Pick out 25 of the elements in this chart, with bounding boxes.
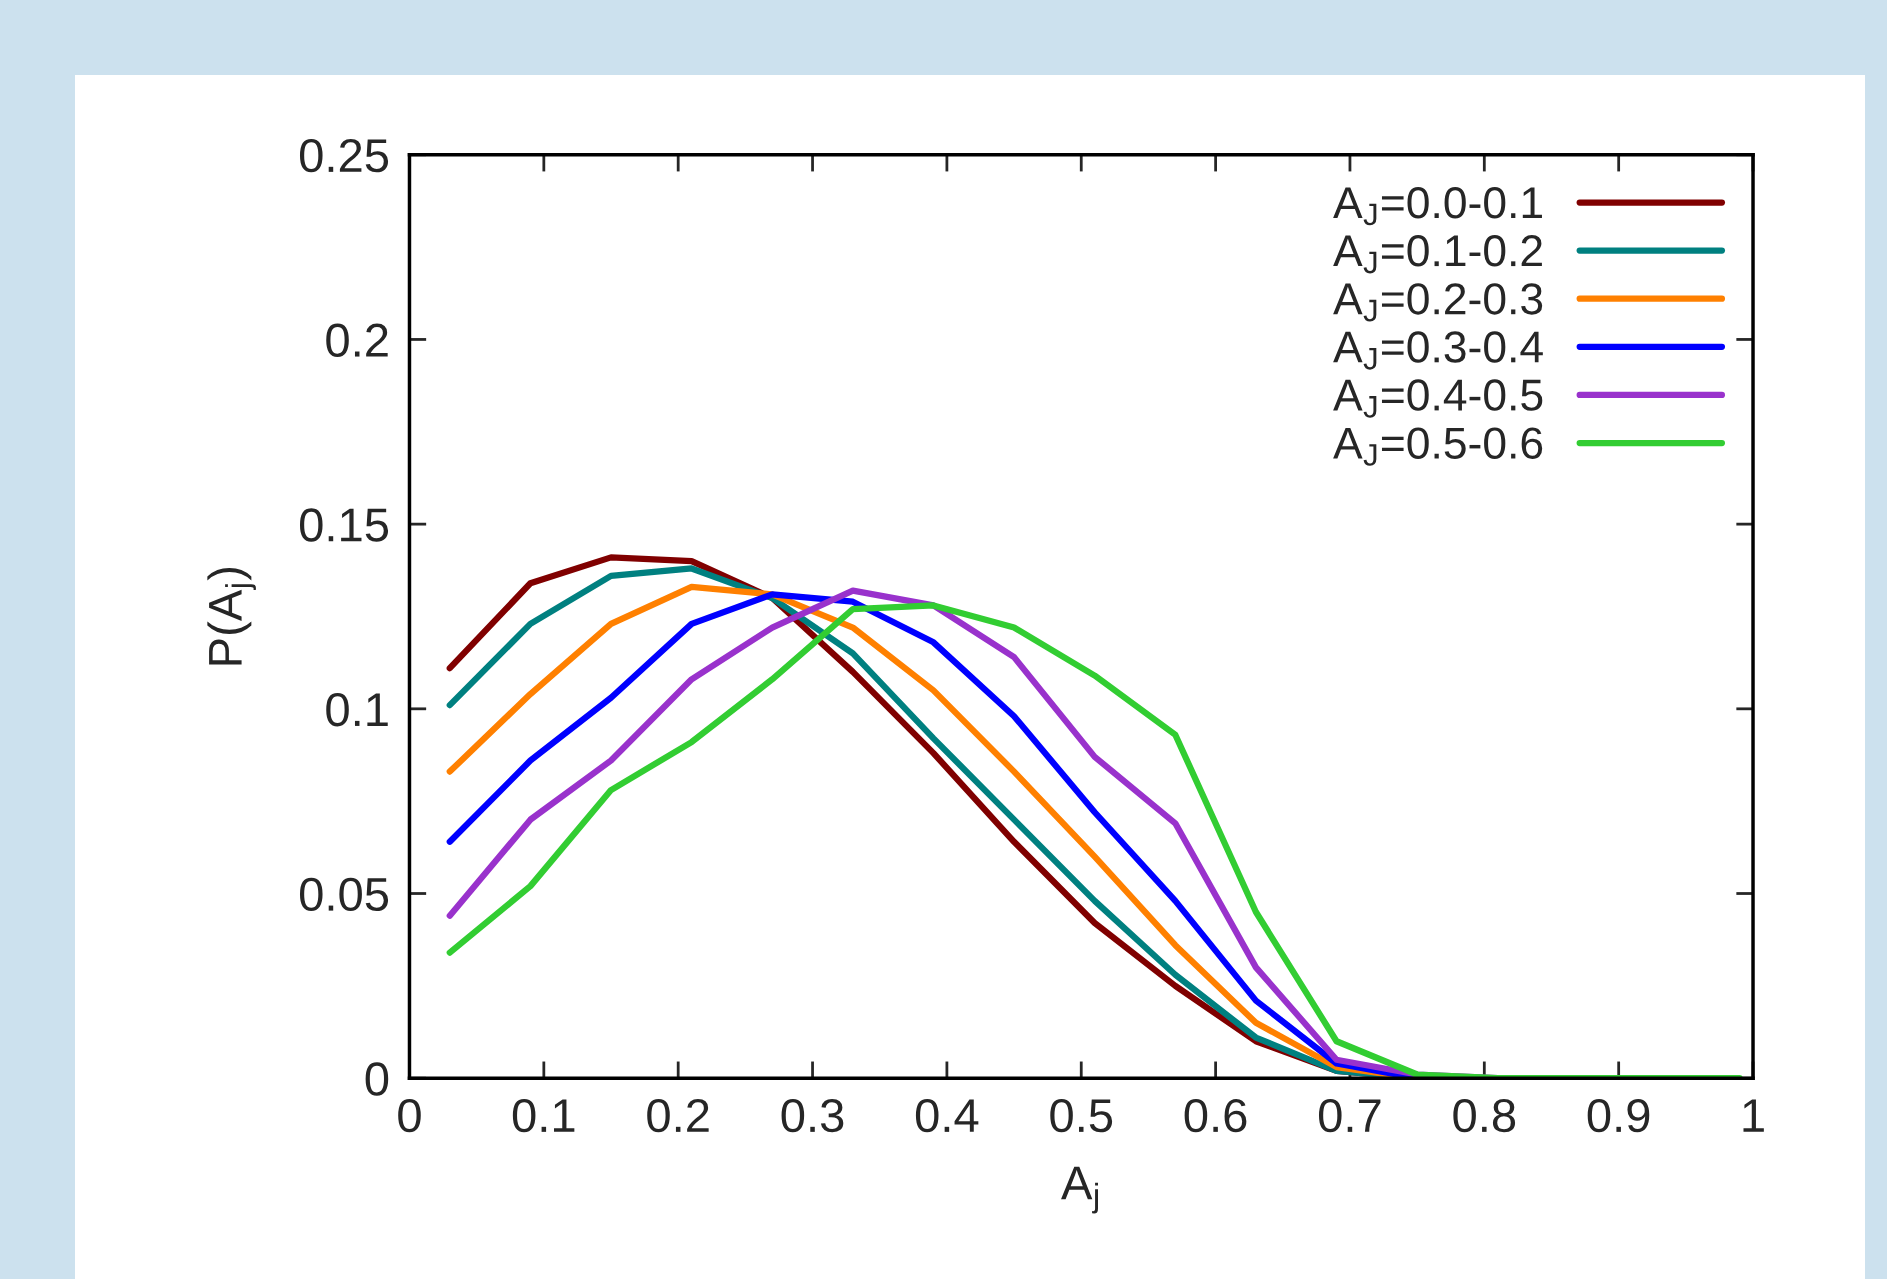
x-tick-label: 0.1 <box>512 1098 575 1133</box>
y-tick-label: 0.25 <box>299 138 389 173</box>
x-tick-label: 0.9 <box>1587 1098 1650 1133</box>
x-tick-label: 0.5 <box>1050 1098 1113 1133</box>
x-tick-label: 1 <box>1743 1099 1764 1132</box>
legend-label: A$_{J}$=0.2-0.3 <box>1333 283 1543 322</box>
x-tick-label: 0.3 <box>781 1098 844 1133</box>
y-tick-label: 0.05 <box>299 877 389 912</box>
y-tick-label: 0.15 <box>299 508 389 542</box>
x-tick-label: 0.6 <box>1184 1098 1247 1133</box>
legend-label: A$_{J}$=0.3-0.4 <box>1333 331 1543 370</box>
legend-label: A$_{J}$=0.0-0.1 <box>1333 186 1542 226</box>
legend-label: A$_{J}$=0.4-0.5 <box>1333 379 1543 418</box>
y-tick-label: 0 <box>365 1062 389 1096</box>
x-tick-label: 0.4 <box>915 1098 979 1133</box>
x-axis-title: A$_{j}$ <box>1061 1166 1098 1214</box>
y-axis-title: P(A$_{j}$) <box>207 567 256 665</box>
legend-label: A$_{J}$=0.5-0.6 <box>1333 427 1543 466</box>
legend-label: A$_{J}$=0.1-0.2 <box>1333 235 1542 274</box>
x-tick-label: 0.2 <box>647 1098 709 1133</box>
y-tick-label: 0.2 <box>326 323 388 358</box>
x-tick-label: 0 <box>398 1098 421 1133</box>
y-tick-label: 0.1 <box>326 692 388 727</box>
x-tick-label: 0.8 <box>1453 1098 1516 1133</box>
x-tick-label: 0.7 <box>1318 1098 1381 1133</box>
